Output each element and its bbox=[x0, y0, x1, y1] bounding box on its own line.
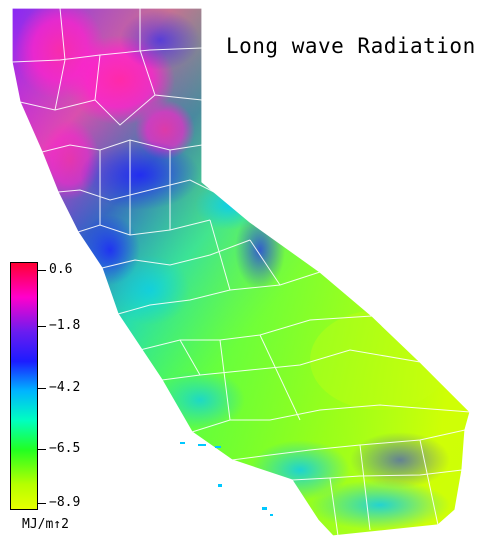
legend-tick-label: 0.6 bbox=[49, 262, 73, 277]
channel-islands bbox=[180, 442, 273, 516]
legend-tick bbox=[38, 326, 46, 327]
legend-tick bbox=[38, 449, 46, 450]
map-title: Long wave Radiation bbox=[226, 34, 476, 58]
legend-gradient bbox=[11, 263, 37, 509]
legend-unit: MJ/m↑2 bbox=[22, 517, 69, 532]
legend-tick-label: −8.9 bbox=[49, 495, 81, 510]
legend-tick-label: −1.8 bbox=[49, 318, 81, 333]
legend-tick bbox=[38, 503, 46, 504]
legend-tick bbox=[38, 270, 46, 271]
county-borders bbox=[11, 7, 471, 537]
legend-tick-label: −4.2 bbox=[49, 380, 81, 395]
legend-tick-label: −6.5 bbox=[49, 441, 81, 456]
legend-color-bar bbox=[10, 262, 38, 510]
legend-tick bbox=[38, 388, 46, 389]
